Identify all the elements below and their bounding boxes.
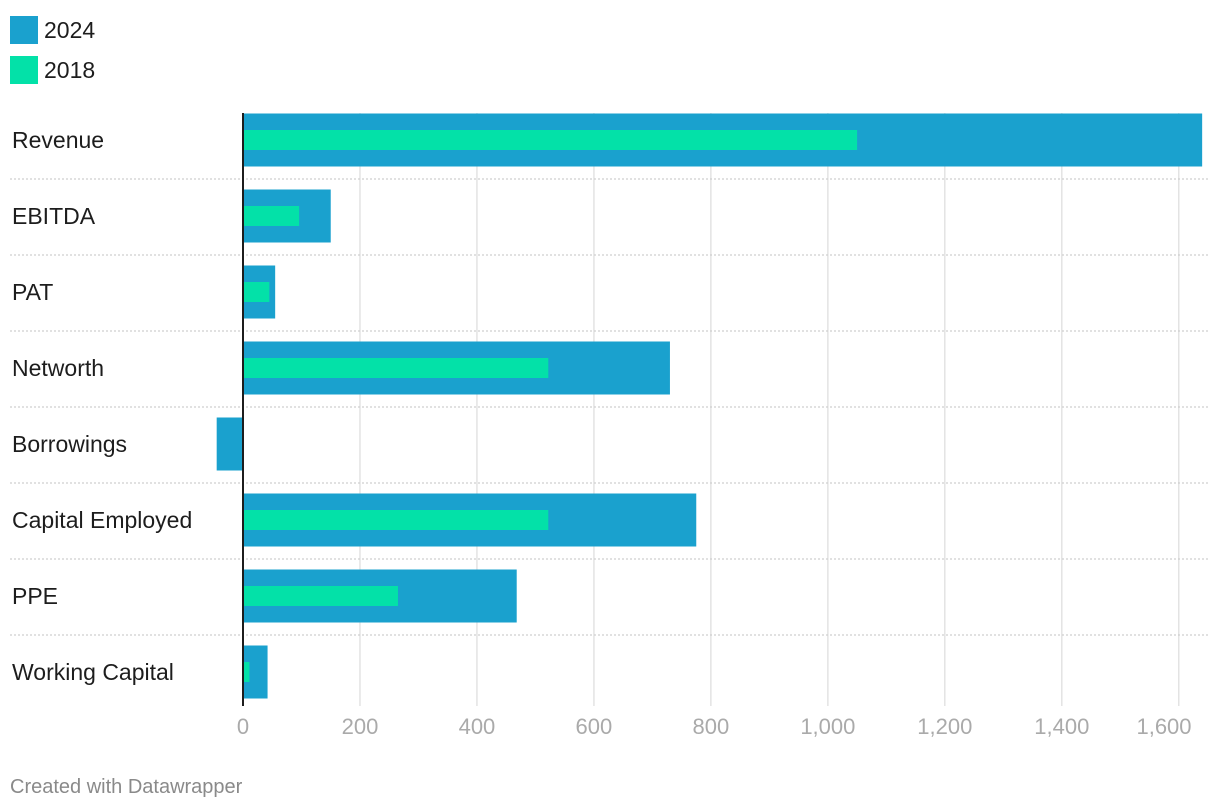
category-label-5: Capital Employed xyxy=(12,507,192,533)
category-label-3: Networth xyxy=(12,355,104,381)
x-tick-label-3: 600 xyxy=(576,714,613,739)
bar-2024-4 xyxy=(216,417,243,471)
bar-2018-5 xyxy=(243,510,549,530)
category-label-1: EBITDA xyxy=(12,203,96,229)
bar-2018-6 xyxy=(243,586,398,606)
bar-2018-0 xyxy=(243,130,858,150)
bar-2018-2 xyxy=(243,282,270,302)
x-tick-label-0: 0 xyxy=(237,714,249,739)
credit-footer: Created with Datawrapper xyxy=(10,776,243,798)
legend-item-2018: 2018 xyxy=(10,50,95,90)
legend-swatch-2018 xyxy=(10,56,38,84)
category-label-4: Borrowings xyxy=(12,431,127,457)
x-tick-label-6: 1,200 xyxy=(917,714,972,739)
legend-swatch-2024 xyxy=(10,16,38,44)
x-tick-label-5: 1,000 xyxy=(800,714,855,739)
legend-label-2018: 2018 xyxy=(44,56,96,83)
x-tick-label-2: 400 xyxy=(459,714,496,739)
bar-2018-7 xyxy=(243,662,250,682)
category-label-2: PAT xyxy=(12,279,53,305)
category-label-7: Working Capital xyxy=(12,659,174,685)
bar-2018-3 xyxy=(243,358,549,378)
category-label-0: Revenue xyxy=(12,127,104,153)
bar-2018-1 xyxy=(243,206,300,226)
legend: 2024 2018 xyxy=(10,10,95,90)
x-tick-label-7: 1,400 xyxy=(1034,714,1089,739)
legend-label-2024: 2024 xyxy=(44,16,96,43)
x-tick-label-8: 1,600 xyxy=(1136,714,1191,739)
category-label-6: PPE xyxy=(12,583,58,609)
x-tick-label-4: 800 xyxy=(693,714,730,739)
legend-item-2024: 2024 xyxy=(10,10,95,50)
x-tick-label-1: 200 xyxy=(342,714,379,739)
